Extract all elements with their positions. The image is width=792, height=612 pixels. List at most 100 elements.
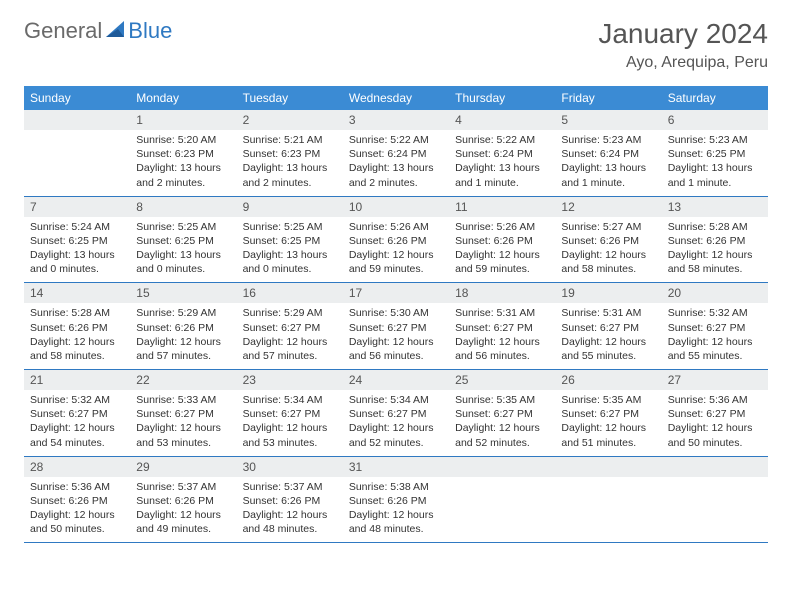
day-info: Sunrise: 5:37 AMSunset: 6:26 PMDaylight:… xyxy=(237,477,343,543)
day-cell: 31Sunrise: 5:38 AMSunset: 6:26 PMDayligh… xyxy=(343,456,449,543)
day-cell xyxy=(24,110,130,196)
calendar-body: 1Sunrise: 5:20 AMSunset: 6:23 PMDaylight… xyxy=(24,110,768,543)
day-cell: 22Sunrise: 5:33 AMSunset: 6:27 PMDayligh… xyxy=(130,370,236,457)
day-number: 4 xyxy=(449,110,555,130)
day-cell: 10Sunrise: 5:26 AMSunset: 6:26 PMDayligh… xyxy=(343,196,449,283)
day-number: 7 xyxy=(24,197,130,217)
day-info: Sunrise: 5:22 AMSunset: 6:24 PMDaylight:… xyxy=(449,130,555,196)
day-info: Sunrise: 5:32 AMSunset: 6:27 PMDaylight:… xyxy=(24,390,130,456)
day-cell: 8Sunrise: 5:25 AMSunset: 6:25 PMDaylight… xyxy=(130,196,236,283)
day-cell: 27Sunrise: 5:36 AMSunset: 6:27 PMDayligh… xyxy=(662,370,768,457)
day-cell: 12Sunrise: 5:27 AMSunset: 6:26 PMDayligh… xyxy=(555,196,661,283)
location: Ayo, Arequipa, Peru xyxy=(598,54,768,72)
day-number: 20 xyxy=(662,283,768,303)
day-cell: 29Sunrise: 5:37 AMSunset: 6:26 PMDayligh… xyxy=(130,456,236,543)
day-info: Sunrise: 5:36 AMSunset: 6:27 PMDaylight:… xyxy=(662,390,768,456)
logo-text-general: General xyxy=(24,18,102,44)
day-cell: 19Sunrise: 5:31 AMSunset: 6:27 PMDayligh… xyxy=(555,283,661,370)
day-number: 2 xyxy=(237,110,343,130)
day-info: Sunrise: 5:32 AMSunset: 6:27 PMDaylight:… xyxy=(662,303,768,369)
day-cell: 24Sunrise: 5:34 AMSunset: 6:27 PMDayligh… xyxy=(343,370,449,457)
day-number: 8 xyxy=(130,197,236,217)
day-number: 22 xyxy=(130,370,236,390)
day-cell: 1Sunrise: 5:20 AMSunset: 6:23 PMDaylight… xyxy=(130,110,236,196)
day-number: 25 xyxy=(449,370,555,390)
day-info: Sunrise: 5:35 AMSunset: 6:27 PMDaylight:… xyxy=(555,390,661,456)
day-number: 3 xyxy=(343,110,449,130)
day-cell: 6Sunrise: 5:23 AMSunset: 6:25 PMDaylight… xyxy=(662,110,768,196)
day-number: 29 xyxy=(130,457,236,477)
day-number: 16 xyxy=(237,283,343,303)
day-number: 24 xyxy=(343,370,449,390)
day-info: Sunrise: 5:31 AMSunset: 6:27 PMDaylight:… xyxy=(449,303,555,369)
day-number: 31 xyxy=(343,457,449,477)
day-number: 26 xyxy=(555,370,661,390)
day-info: Sunrise: 5:36 AMSunset: 6:26 PMDaylight:… xyxy=(24,477,130,543)
day-cell: 2Sunrise: 5:21 AMSunset: 6:23 PMDaylight… xyxy=(237,110,343,196)
day-info: Sunrise: 5:29 AMSunset: 6:26 PMDaylight:… xyxy=(130,303,236,369)
day-cell: 18Sunrise: 5:31 AMSunset: 6:27 PMDayligh… xyxy=(449,283,555,370)
day-cell: 30Sunrise: 5:37 AMSunset: 6:26 PMDayligh… xyxy=(237,456,343,543)
dayname-1: Monday xyxy=(130,86,236,110)
day-cell: 28Sunrise: 5:36 AMSunset: 6:26 PMDayligh… xyxy=(24,456,130,543)
logo: General Blue xyxy=(24,18,172,44)
calendar-head: SundayMondayTuesdayWednesdayThursdayFrid… xyxy=(24,86,768,110)
week-row: 28Sunrise: 5:36 AMSunset: 6:26 PMDayligh… xyxy=(24,456,768,543)
day-number: 27 xyxy=(662,370,768,390)
week-row: 1Sunrise: 5:20 AMSunset: 6:23 PMDaylight… xyxy=(24,110,768,196)
day-number: 19 xyxy=(555,283,661,303)
day-cell: 9Sunrise: 5:25 AMSunset: 6:25 PMDaylight… xyxy=(237,196,343,283)
day-number-empty xyxy=(662,457,768,477)
day-info: Sunrise: 5:35 AMSunset: 6:27 PMDaylight:… xyxy=(449,390,555,456)
day-info: Sunrise: 5:34 AMSunset: 6:27 PMDaylight:… xyxy=(343,390,449,456)
header: General Blue January 2024 Ayo, Arequipa,… xyxy=(24,18,768,72)
day-number: 14 xyxy=(24,283,130,303)
day-number-empty xyxy=(555,457,661,477)
day-info: Sunrise: 5:23 AMSunset: 6:24 PMDaylight:… xyxy=(555,130,661,196)
day-number-empty xyxy=(449,457,555,477)
day-info: Sunrise: 5:25 AMSunset: 6:25 PMDaylight:… xyxy=(237,217,343,283)
day-number: 15 xyxy=(130,283,236,303)
day-info: Sunrise: 5:28 AMSunset: 6:26 PMDaylight:… xyxy=(662,217,768,283)
day-info: Sunrise: 5:25 AMSunset: 6:25 PMDaylight:… xyxy=(130,217,236,283)
dayname-4: Thursday xyxy=(449,86,555,110)
day-info: Sunrise: 5:24 AMSunset: 6:25 PMDaylight:… xyxy=(24,217,130,283)
day-cell: 23Sunrise: 5:34 AMSunset: 6:27 PMDayligh… xyxy=(237,370,343,457)
dayname-2: Tuesday xyxy=(237,86,343,110)
title-block: January 2024 Ayo, Arequipa, Peru xyxy=(598,18,768,72)
day-cell: 17Sunrise: 5:30 AMSunset: 6:27 PMDayligh… xyxy=(343,283,449,370)
day-info: Sunrise: 5:20 AMSunset: 6:23 PMDaylight:… xyxy=(130,130,236,196)
day-number: 1 xyxy=(130,110,236,130)
day-info: Sunrise: 5:37 AMSunset: 6:26 PMDaylight:… xyxy=(130,477,236,543)
day-cell: 21Sunrise: 5:32 AMSunset: 6:27 PMDayligh… xyxy=(24,370,130,457)
dayname-3: Wednesday xyxy=(343,86,449,110)
day-cell: 25Sunrise: 5:35 AMSunset: 6:27 PMDayligh… xyxy=(449,370,555,457)
day-info: Sunrise: 5:21 AMSunset: 6:23 PMDaylight:… xyxy=(237,130,343,196)
day-number: 28 xyxy=(24,457,130,477)
day-number-empty xyxy=(24,110,130,130)
day-number: 17 xyxy=(343,283,449,303)
day-cell xyxy=(449,456,555,543)
day-number: 13 xyxy=(662,197,768,217)
day-cell: 3Sunrise: 5:22 AMSunset: 6:24 PMDaylight… xyxy=(343,110,449,196)
calendar-table: SundayMondayTuesdayWednesdayThursdayFrid… xyxy=(24,86,768,543)
day-cell: 11Sunrise: 5:26 AMSunset: 6:26 PMDayligh… xyxy=(449,196,555,283)
day-cell: 20Sunrise: 5:32 AMSunset: 6:27 PMDayligh… xyxy=(662,283,768,370)
day-number: 18 xyxy=(449,283,555,303)
day-cell: 4Sunrise: 5:22 AMSunset: 6:24 PMDaylight… xyxy=(449,110,555,196)
day-cell: 13Sunrise: 5:28 AMSunset: 6:26 PMDayligh… xyxy=(662,196,768,283)
day-info: Sunrise: 5:23 AMSunset: 6:25 PMDaylight:… xyxy=(662,130,768,196)
day-number: 5 xyxy=(555,110,661,130)
day-cell: 7Sunrise: 5:24 AMSunset: 6:25 PMDaylight… xyxy=(24,196,130,283)
day-number: 9 xyxy=(237,197,343,217)
week-row: 7Sunrise: 5:24 AMSunset: 6:25 PMDaylight… xyxy=(24,196,768,283)
day-number: 21 xyxy=(24,370,130,390)
day-cell: 26Sunrise: 5:35 AMSunset: 6:27 PMDayligh… xyxy=(555,370,661,457)
day-cell: 16Sunrise: 5:29 AMSunset: 6:27 PMDayligh… xyxy=(237,283,343,370)
day-number: 23 xyxy=(237,370,343,390)
week-row: 14Sunrise: 5:28 AMSunset: 6:26 PMDayligh… xyxy=(24,283,768,370)
week-row: 21Sunrise: 5:32 AMSunset: 6:27 PMDayligh… xyxy=(24,370,768,457)
day-number: 10 xyxy=(343,197,449,217)
day-number: 6 xyxy=(662,110,768,130)
sail-icon xyxy=(104,19,126,44)
